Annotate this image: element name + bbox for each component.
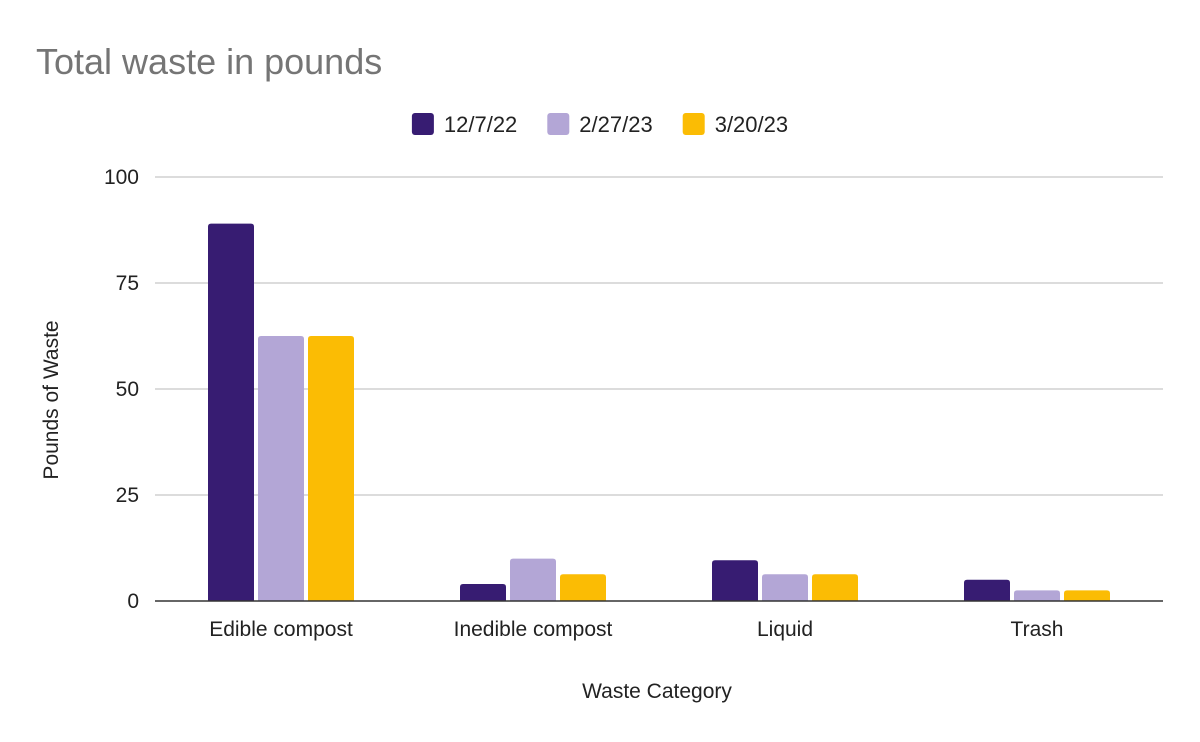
legend: 12/7/22 2/27/23 3/20/23 [411,112,788,137]
legend-item: 3/20/23 [682,112,788,137]
y-tick-label: 75 [116,272,139,295]
y-axis-ticks: 0 25 50 75 100 [104,166,139,613]
x-category-label: Edible compost [209,618,353,641]
legend-swatch [411,113,434,135]
bars [208,223,1110,601]
legend-swatch [682,113,705,135]
legend-label: 2/27/23 [579,112,652,137]
y-tick-label: 25 [116,484,139,507]
legend-item: 2/27/23 [547,112,653,137]
legend-swatch [547,113,570,135]
x-category-label: Inedible compost [454,618,613,641]
chart-title: Total waste in pounds [36,41,382,82]
x-category-label: Liquid [757,618,813,641]
bar [510,558,556,601]
bar [762,574,808,601]
bar [964,579,1010,601]
bar [1064,590,1110,601]
legend-label: 3/20/23 [715,112,788,137]
bar [712,560,758,601]
x-category-label: Trash [1011,618,1064,641]
legend-item: 12/7/22 [411,112,517,137]
bar [258,336,304,601]
y-tick-label: 100 [104,166,139,189]
bar [1014,590,1060,601]
y-tick-label: 0 [127,590,139,613]
y-tick-label: 50 [116,378,139,401]
bar [208,223,254,601]
x-axis-title: Waste Category [582,680,732,703]
y-axis-title: Pounds of Waste [40,320,63,479]
bar [308,336,354,601]
x-axis-category-labels: Edible compost Inedible compost Liquid Tras… [209,618,1063,641]
bar [560,574,606,601]
bar [460,584,506,601]
bar [812,574,858,601]
legend-label: 12/7/22 [444,112,517,137]
gridlines [155,176,1163,496]
